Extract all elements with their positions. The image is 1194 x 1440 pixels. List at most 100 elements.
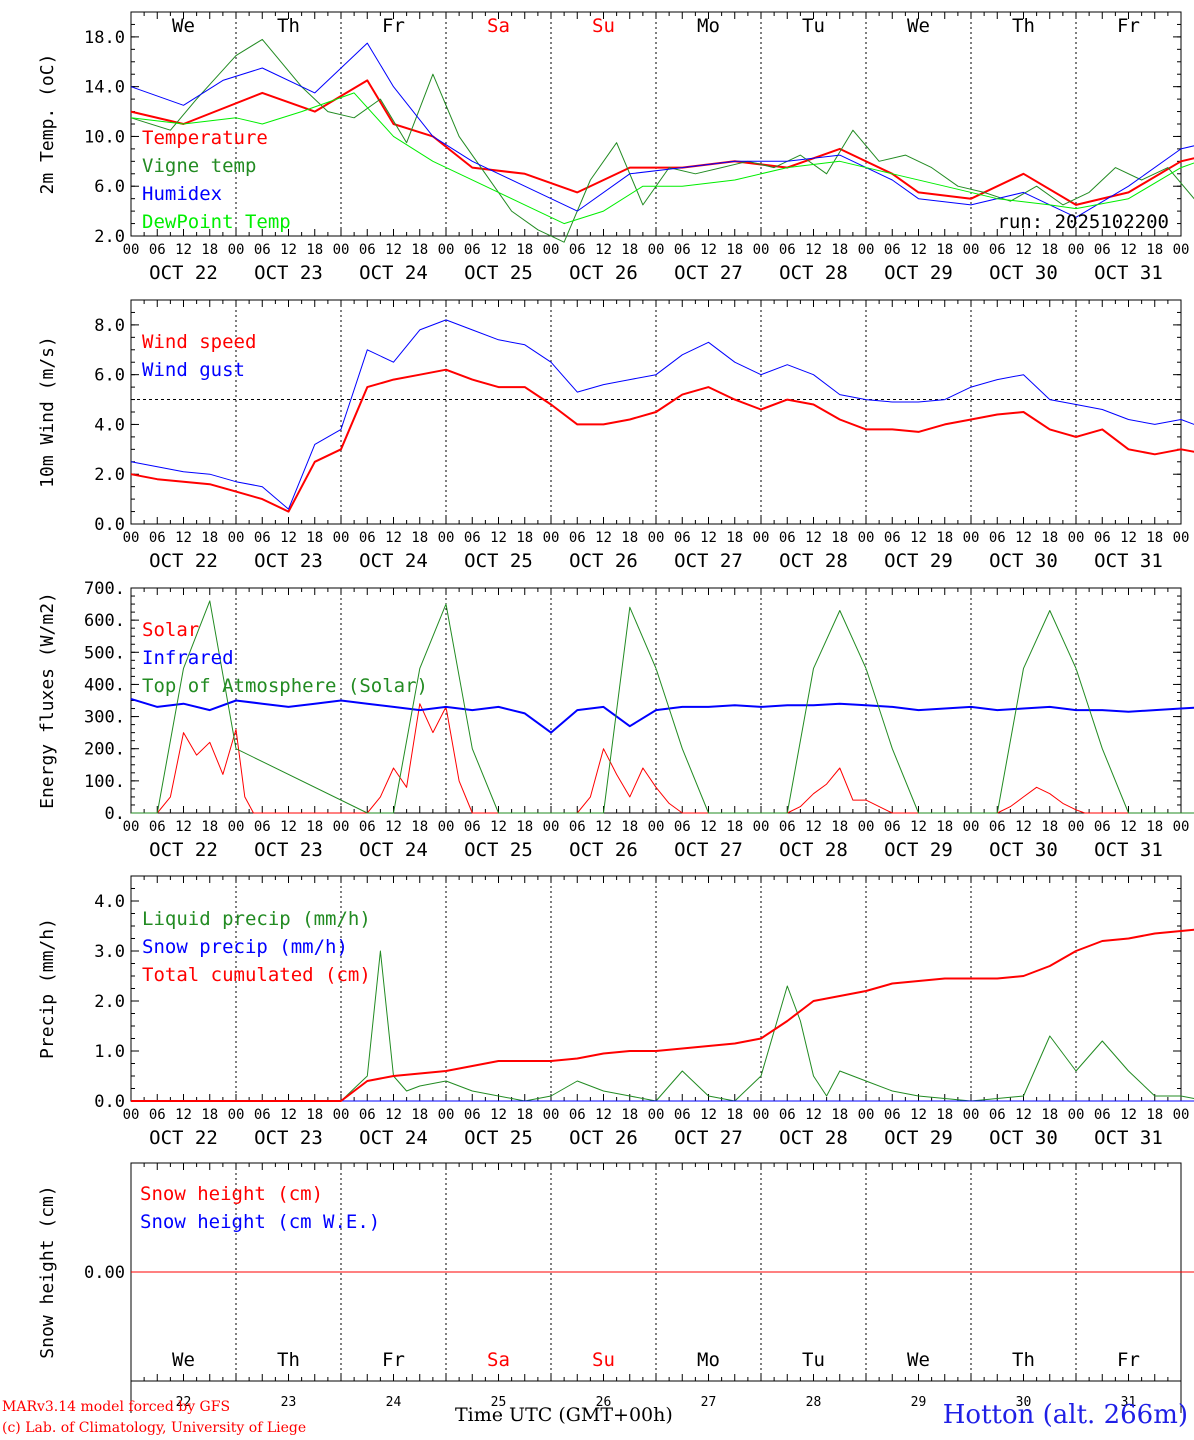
legend-entry: Wind gust: [142, 359, 245, 381]
day-number-label: 26: [596, 1395, 612, 1410]
legend-entry: Vigne temp: [142, 155, 256, 177]
date-label: OCT 28: [779, 839, 848, 861]
hour-tick-label: 00: [963, 1107, 980, 1123]
y-tick-label: 200.: [84, 740, 125, 760]
hour-tick-label: 06: [884, 819, 901, 835]
hour-tick-label: 00: [438, 819, 455, 835]
hour-tick-label: 12: [280, 242, 297, 258]
hour-tick-label: 06: [254, 1107, 271, 1123]
hour-tick-label: 12: [910, 242, 927, 258]
date-label: OCT 28: [779, 262, 848, 284]
hour-tick-label: 12: [490, 242, 507, 258]
date-label: OCT 30: [989, 839, 1058, 861]
hour-tick-label: 18: [411, 1107, 428, 1123]
weekday-label: We: [172, 15, 195, 37]
date-label: OCT 24: [359, 1127, 428, 1149]
date-label: OCT 28: [779, 550, 848, 572]
hour-tick-label: 00: [543, 530, 560, 546]
panel-4: 0.0 1.0 2.0 3.0 4.0 Precip (mm/h) Liquid preci…: [37, 875, 1194, 1149]
hour-tick-label: 06: [359, 1107, 376, 1123]
hour-tick-label: 12: [595, 242, 612, 258]
hour-tick-label: 12: [385, 1107, 402, 1123]
hour-tick-label: 00: [438, 1107, 455, 1123]
hour-tick-label: 12: [805, 1107, 822, 1123]
date-label: OCT 24: [359, 262, 428, 284]
y-tick-label: 0.0: [94, 515, 125, 535]
date-label: OCT 31: [1094, 550, 1163, 572]
date-label: OCT 27: [674, 262, 743, 284]
date-label: OCT 22: [149, 550, 218, 572]
hour-tick-label: 00: [333, 530, 350, 546]
hour-tick-label: 18: [936, 530, 953, 546]
hour-tick-label: 06: [464, 242, 481, 258]
legend-entry: DewPoint Temp: [142, 211, 291, 233]
hour-tick-label: 18: [1146, 1107, 1163, 1123]
hour-tick-label: 00: [858, 819, 875, 835]
hour-tick-label: 12: [1015, 242, 1032, 258]
hour-tick-label: 00: [1173, 819, 1190, 835]
hour-tick-label: 12: [385, 242, 402, 258]
hour-tick-label: 00: [858, 530, 875, 546]
y-tick-label: 6.0: [94, 177, 125, 197]
y-tick-label: 0.: [105, 804, 125, 824]
series-line-total-cumulated-cm-: [131, 928, 1194, 1102]
hour-tick-label: 00: [1173, 242, 1190, 258]
hour-tick-label: 06: [989, 242, 1006, 258]
hour-tick-label: 00: [123, 819, 140, 835]
y-tick-label: 2.0: [94, 227, 125, 247]
weekday-label: Fr: [1117, 15, 1140, 37]
legend-entry: Snow height (cm W.E.): [140, 1211, 380, 1233]
hour-tick-label: 18: [201, 1107, 218, 1123]
hour-tick-label: 12: [175, 242, 192, 258]
legend-entry: Temperature: [142, 127, 268, 149]
date-label: OCT 23: [254, 262, 323, 284]
weekday-label: Tu: [802, 1349, 825, 1371]
hour-tick-label: 12: [1015, 819, 1032, 835]
time-axis-label: Time UTC (GMT+00h): [455, 1404, 673, 1426]
y-tick-label: 2.0: [94, 465, 125, 485]
panel-3: 0. 100. 200. 300. 400. 500. 600. 700. Energy flu…: [37, 579, 1194, 861]
day-number-label: 24: [386, 1395, 402, 1410]
hour-tick-label: 12: [805, 530, 822, 546]
series-line-infrared: [130, 697, 1194, 734]
y-tick-label: 100.: [84, 772, 125, 792]
hour-tick-label: 06: [149, 530, 166, 546]
date-label: OCT 22: [149, 262, 218, 284]
date-label: OCT 25: [464, 839, 533, 861]
hour-tick-label: 06: [359, 242, 376, 258]
weekday-label: Mo: [697, 15, 720, 37]
hour-tick-label: 00: [858, 1107, 875, 1123]
series-line-dewpoint-temp: [130, 92, 1194, 225]
hour-tick-label: 18: [306, 530, 323, 546]
y-axis-label: 10m Wind (m/s): [37, 336, 58, 488]
y-tick-label: 2.0: [94, 992, 125, 1012]
hour-tick-label: 18: [831, 530, 848, 546]
hour-tick-label: 00: [333, 1107, 350, 1123]
hour-tick-label: 18: [306, 242, 323, 258]
legend-entry: Infrared: [142, 647, 234, 669]
date-label: OCT 22: [149, 839, 218, 861]
weekday-label: Fr: [382, 15, 405, 37]
hour-tick-label: 18: [621, 819, 638, 835]
hour-tick-label: 06: [254, 242, 271, 258]
date-label: OCT 24: [359, 839, 428, 861]
day-number-label: 22: [176, 1395, 192, 1410]
hour-tick-label: 06: [779, 1107, 796, 1123]
hour-tick-label: 18: [936, 1107, 953, 1123]
hour-tick-label: 18: [411, 819, 428, 835]
y-axis-label: Precip (mm/h): [37, 918, 58, 1059]
hour-tick-label: 12: [1015, 530, 1032, 546]
hour-tick-label: 18: [411, 242, 428, 258]
day-number-label: 25: [491, 1395, 507, 1410]
hour-tick-label: 12: [910, 1107, 927, 1123]
hour-tick-label: 06: [1094, 530, 1111, 546]
hour-tick-label: 06: [884, 1107, 901, 1123]
weekday-label: Th: [1012, 15, 1035, 37]
hour-tick-label: 12: [595, 530, 612, 546]
hour-tick-label: 00: [543, 819, 560, 835]
hour-tick-label: 06: [884, 530, 901, 546]
hour-tick-label: 12: [280, 819, 297, 835]
hour-tick-label: 18: [831, 819, 848, 835]
hour-tick-label: 06: [464, 819, 481, 835]
y-tick-label: 0.00: [84, 1263, 125, 1283]
